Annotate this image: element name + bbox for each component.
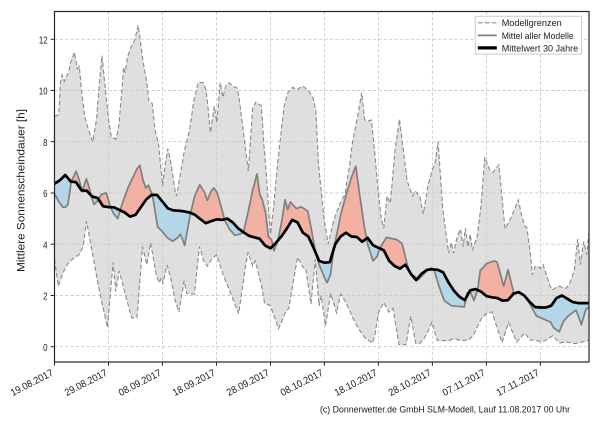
svg-text:6: 6	[43, 189, 48, 200]
svg-text:0: 0	[43, 343, 48, 354]
svg-text:12: 12	[39, 36, 48, 47]
svg-text:Modellgrenzen: Modellgrenzen	[502, 18, 562, 28]
svg-text:Mittelwert 30 Jahre: Mittelwert 30 Jahre	[502, 43, 579, 53]
svg-text:8: 8	[43, 138, 48, 149]
svg-text:Mittel aller Modelle: Mittel aller Modelle	[502, 31, 574, 41]
svg-text:10: 10	[39, 87, 48, 98]
svg-text:(c) Donnerwetter.de GmbH SLM-M: (c) Donnerwetter.de GmbH SLM-Modell, Lau…	[320, 405, 570, 416]
svg-text:4: 4	[43, 240, 48, 251]
svg-text:2: 2	[43, 292, 48, 303]
svg-text:Mittlere Sonnenscheindauer [h]: Mittlere Sonnenscheindauer [h]	[16, 109, 28, 272]
